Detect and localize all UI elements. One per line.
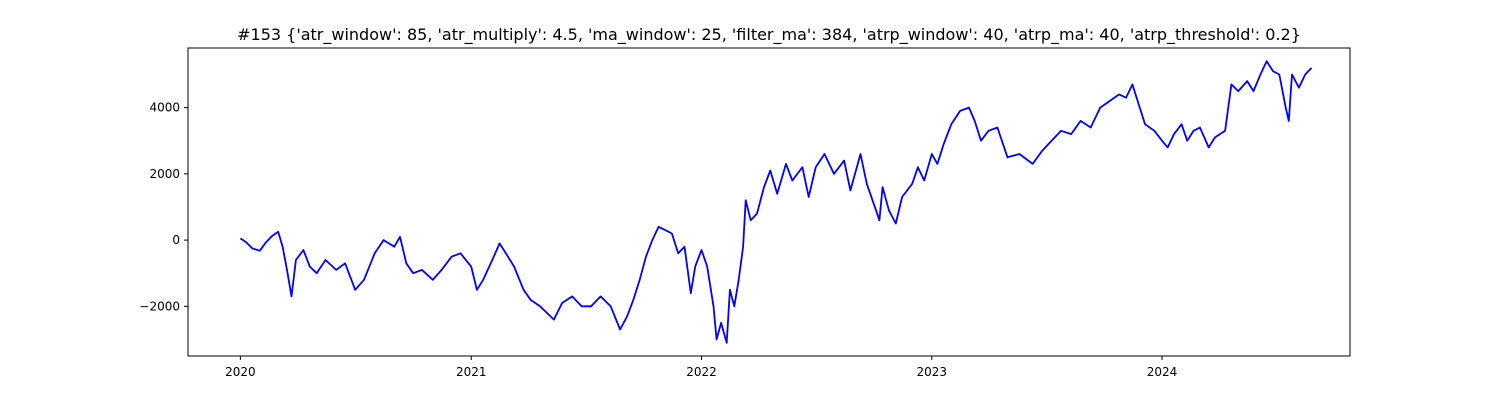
x-axis: 2020 2021 2022 2023 2024 — [225, 356, 1177, 379]
y-tick-label: 0 — [172, 233, 180, 247]
x-tick-label: 2023 — [916, 365, 947, 379]
chart-title: #153 {'atr_window': 85, 'atr_multiply': … — [237, 25, 1301, 45]
x-tick-label: 2020 — [225, 365, 256, 379]
y-axis: −2000 0 2000 4000 — [139, 101, 188, 313]
series-line — [239, 60, 1313, 344]
y-tick-label: 4000 — [149, 101, 180, 115]
plot-frame — [187, 47, 1351, 357]
x-tick-label: 2022 — [686, 365, 717, 379]
x-tick-label: 2021 — [456, 365, 487, 379]
y-tick-label: −2000 — [139, 299, 180, 313]
x-tick-label: 2024 — [1147, 365, 1178, 379]
y-tick-label: 2000 — [149, 167, 180, 181]
series-layer — [239, 60, 1313, 344]
